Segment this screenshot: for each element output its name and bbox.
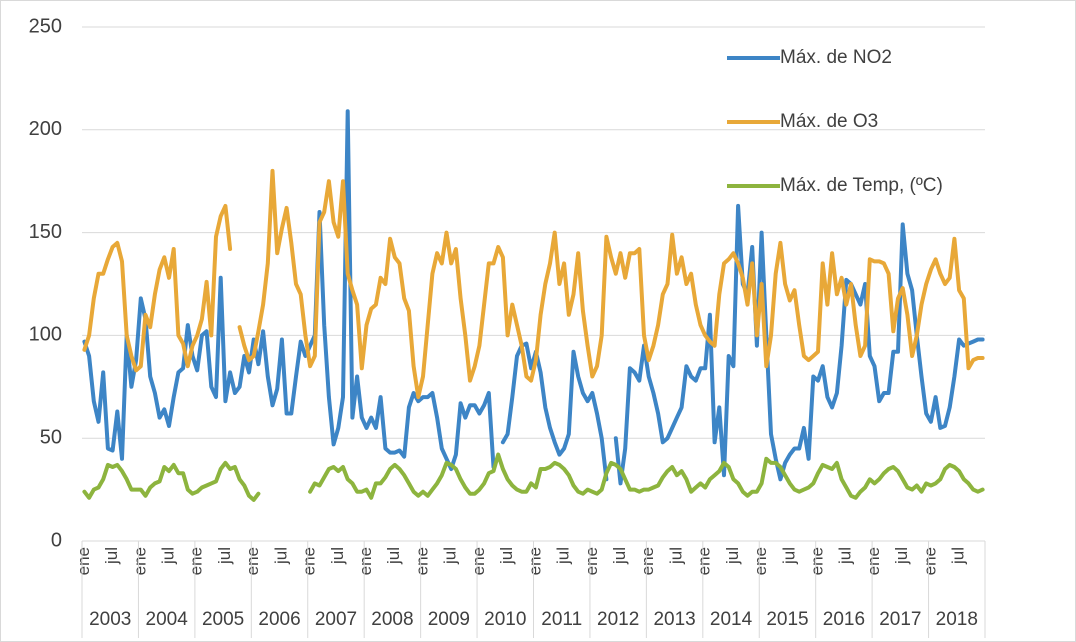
x-group-label: 2009 bbox=[428, 609, 470, 630]
x-group-label: 2004 bbox=[146, 609, 189, 630]
legend-label: Máx. de NO2 bbox=[780, 47, 892, 68]
x-tick-label: jul bbox=[892, 547, 911, 565]
x-tick-label: jul bbox=[554, 547, 573, 565]
x-group-label: 2010 bbox=[484, 609, 526, 630]
x-tick-label: jul bbox=[441, 547, 460, 565]
x-group-label: 2003 bbox=[89, 609, 131, 630]
x-group-label: 2011 bbox=[541, 609, 582, 630]
x-group-label: 2005 bbox=[202, 609, 244, 630]
x-group-label: 2007 bbox=[315, 609, 357, 630]
x-tick-label: jul bbox=[666, 547, 685, 565]
x-tick-label: jul bbox=[610, 547, 629, 565]
x-tick-label: ene bbox=[525, 547, 544, 575]
series-line bbox=[237, 168, 985, 400]
x-tick-label: ene bbox=[751, 547, 770, 575]
x-tick-label: ene bbox=[808, 547, 827, 575]
y-tick-label: 150 bbox=[29, 221, 62, 243]
x-tick-label: ene bbox=[695, 547, 714, 575]
series-line bbox=[308, 452, 985, 500]
y-tick-label: 100 bbox=[29, 324, 62, 346]
x-tick-label: jul bbox=[836, 547, 855, 565]
x-group-label: 2016 bbox=[823, 609, 865, 630]
x-tick-label: jul bbox=[949, 547, 968, 565]
x-tick-label: jul bbox=[102, 547, 121, 565]
x-group-label: 2006 bbox=[258, 609, 300, 630]
x-group-label: 2013 bbox=[653, 609, 695, 630]
x-tick-label: jul bbox=[384, 547, 403, 565]
x-group-label: 2014 bbox=[710, 609, 753, 630]
series-line bbox=[500, 341, 609, 482]
x-group-label: 2008 bbox=[371, 609, 413, 630]
x-tick-label: jul bbox=[271, 547, 290, 565]
x-tick-label: ene bbox=[300, 547, 319, 575]
x-tick-label: jul bbox=[215, 547, 234, 565]
x-tick-label: ene bbox=[412, 547, 431, 575]
x-tick-label: ene bbox=[356, 547, 375, 575]
x-tick-label: jul bbox=[723, 547, 742, 565]
x-tick-label: jul bbox=[779, 547, 798, 565]
y-tick-label: 0 bbox=[51, 529, 62, 551]
series-line bbox=[82, 109, 496, 471]
x-tick-label: ene bbox=[469, 547, 488, 575]
x-tick-label: ene bbox=[638, 547, 657, 575]
legend-label: Máx. de Temp, (ºC) bbox=[780, 175, 943, 196]
x-tick-label: jul bbox=[158, 547, 177, 565]
x-group-label: 2015 bbox=[766, 609, 808, 630]
x-tick-label: ene bbox=[187, 547, 206, 575]
x-group-label: 2018 bbox=[936, 609, 978, 630]
x-tick-label: ene bbox=[74, 547, 93, 575]
x-group-label: 2017 bbox=[879, 609, 921, 630]
x-tick-label: ene bbox=[864, 547, 883, 575]
series-line bbox=[82, 203, 233, 373]
x-tick-label: ene bbox=[582, 547, 601, 575]
x-tick-label: ene bbox=[130, 547, 149, 575]
x-tick-label: ene bbox=[243, 547, 262, 575]
y-tick-label: 200 bbox=[29, 118, 62, 140]
y-tick-label: 50 bbox=[40, 426, 62, 448]
legend-label: Máx. de O3 bbox=[780, 111, 878, 132]
x-tick-label: jul bbox=[328, 547, 347, 565]
series-line bbox=[613, 203, 985, 486]
series-line bbox=[82, 460, 261, 502]
y-tick-label: 250 bbox=[29, 15, 62, 37]
x-group-label: 2012 bbox=[597, 609, 639, 630]
x-tick-label: jul bbox=[497, 547, 516, 565]
x-tick-label: ene bbox=[920, 547, 939, 575]
